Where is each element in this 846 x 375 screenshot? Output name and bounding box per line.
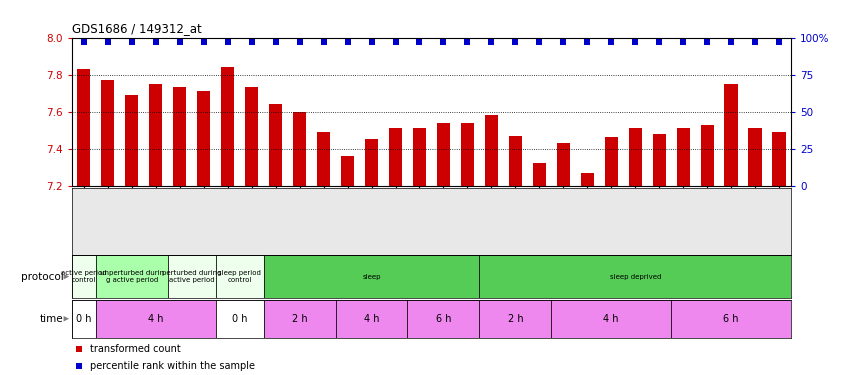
Text: 4 h: 4 h bbox=[364, 314, 379, 324]
Bar bbox=[724, 84, 738, 186]
Bar bbox=[461, 123, 474, 186]
Text: protocol: protocol bbox=[20, 272, 63, 282]
Bar bbox=[168, 255, 216, 298]
Bar bbox=[533, 164, 546, 186]
Text: transformed count: transformed count bbox=[90, 344, 181, 354]
Bar bbox=[389, 128, 402, 186]
Bar bbox=[365, 140, 378, 186]
Text: sleep deprived: sleep deprived bbox=[609, 274, 661, 280]
Bar bbox=[269, 104, 283, 186]
Bar bbox=[125, 95, 139, 186]
Bar bbox=[149, 84, 162, 186]
Text: 4 h: 4 h bbox=[148, 314, 163, 324]
Bar bbox=[102, 80, 114, 186]
Bar bbox=[173, 87, 186, 186]
Bar bbox=[700, 124, 714, 186]
Bar bbox=[408, 300, 480, 338]
Text: 4 h: 4 h bbox=[603, 314, 619, 324]
Text: 6 h: 6 h bbox=[723, 314, 739, 324]
Text: time: time bbox=[40, 314, 63, 324]
Bar bbox=[671, 300, 791, 338]
Bar bbox=[264, 255, 480, 298]
Text: sleep period
control: sleep period control bbox=[218, 270, 261, 284]
Text: 0 h: 0 h bbox=[232, 314, 247, 324]
Bar bbox=[480, 255, 791, 298]
Bar bbox=[336, 300, 408, 338]
Bar bbox=[772, 132, 786, 186]
Text: unperturbed durin
g active period: unperturbed durin g active period bbox=[100, 270, 164, 284]
Bar bbox=[437, 123, 450, 186]
Bar bbox=[413, 128, 426, 186]
Bar bbox=[605, 138, 618, 186]
Bar bbox=[293, 112, 306, 186]
Text: GDS1686 / 149312_at: GDS1686 / 149312_at bbox=[72, 22, 201, 35]
Bar bbox=[552, 300, 671, 338]
Bar bbox=[197, 91, 211, 186]
Text: 2 h: 2 h bbox=[508, 314, 523, 324]
Bar bbox=[480, 300, 552, 338]
Bar bbox=[77, 69, 91, 186]
Bar bbox=[557, 143, 570, 186]
Bar bbox=[221, 67, 234, 186]
Bar bbox=[216, 300, 264, 338]
Bar bbox=[341, 156, 354, 186]
Text: perturbed during
active period: perturbed during active period bbox=[162, 270, 222, 284]
Text: 0 h: 0 h bbox=[76, 314, 91, 324]
Bar bbox=[580, 172, 594, 186]
Text: 6 h: 6 h bbox=[436, 314, 451, 324]
Bar bbox=[96, 300, 216, 338]
Bar bbox=[749, 128, 761, 186]
Bar bbox=[317, 132, 330, 186]
Bar bbox=[264, 300, 336, 338]
Bar bbox=[629, 128, 642, 186]
Bar bbox=[72, 300, 96, 338]
Text: active period
control: active period control bbox=[61, 270, 107, 284]
Bar bbox=[96, 255, 168, 298]
Bar bbox=[508, 136, 522, 186]
Bar bbox=[72, 255, 96, 298]
Text: 2 h: 2 h bbox=[292, 314, 307, 324]
Bar bbox=[485, 115, 498, 186]
Bar bbox=[677, 128, 689, 186]
Bar bbox=[652, 134, 666, 186]
Text: percentile rank within the sample: percentile rank within the sample bbox=[90, 362, 255, 372]
Bar bbox=[245, 87, 258, 186]
Bar bbox=[216, 255, 264, 298]
Text: sleep: sleep bbox=[362, 274, 381, 280]
